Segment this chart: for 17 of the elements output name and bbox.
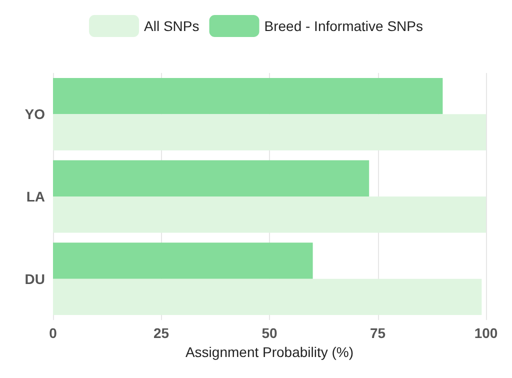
bar <box>53 196 486 233</box>
y-tick-label: LA <box>26 188 45 204</box>
bar <box>53 160 370 196</box>
bar <box>53 278 482 316</box>
bar <box>53 78 443 114</box>
legend-label: Breed - Informative SNPs <box>264 18 423 34</box>
x-tick-label: 75 <box>370 325 386 341</box>
x-tick-label: 0 <box>49 325 58 341</box>
y-tick-label: YO <box>24 106 46 122</box>
bar <box>53 242 313 279</box>
x-axis-title: Assignment Probability (%) <box>185 344 354 360</box>
x-tick-label: 25 <box>153 325 170 341</box>
x-tick-label: 100 <box>474 325 498 341</box>
x-tick-label: 50 <box>262 325 278 341</box>
y-tick-label: DU <box>24 270 45 287</box>
legend-label: All SNPs <box>144 18 200 34</box>
bar <box>53 114 486 150</box>
